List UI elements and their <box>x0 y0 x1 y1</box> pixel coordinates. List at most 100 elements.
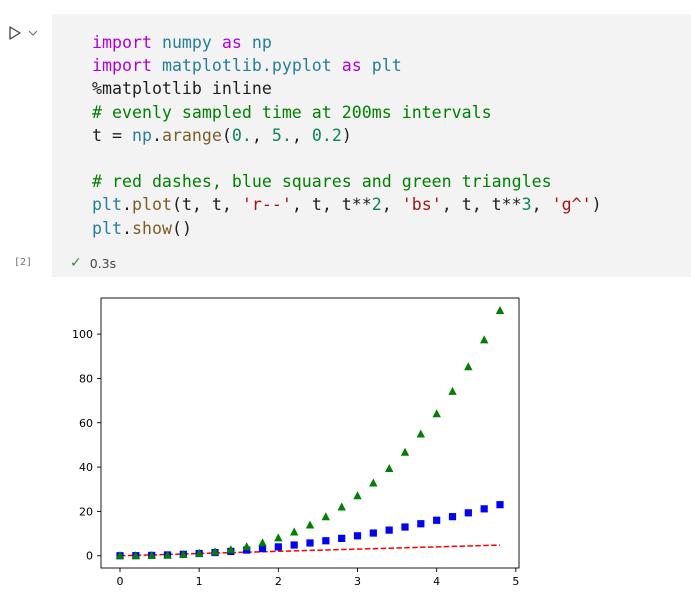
code-token: , <box>251 125 272 145</box>
data-point-green-triangle <box>432 409 441 418</box>
data-point-blue-square <box>290 541 298 549</box>
code-token <box>152 33 162 52</box>
code-token: np <box>131 125 152 145</box>
x-tick-label: 4 <box>433 575 440 588</box>
code-token: 0.2 <box>311 125 342 145</box>
plot-frame <box>100 297 520 569</box>
data-point-green-triangle <box>242 542 251 551</box>
data-point-blue-square <box>433 516 441 524</box>
code-token: () <box>171 218 192 238</box>
code-token: plt <box>371 56 402 76</box>
data-point-green-triangle <box>353 491 362 500</box>
data-point-blue-square <box>338 534 346 542</box>
data-point-green-triangle <box>226 545 235 554</box>
run-cell-button[interactable] <box>8 24 38 42</box>
execution-count: [2] <box>14 257 33 268</box>
data-point-blue-square <box>353 532 362 540</box>
chevron-down-icon[interactable] <box>28 29 38 37</box>
data-point-green-triangle <box>448 386 457 395</box>
data-point-green-triangle <box>369 478 378 487</box>
code-token <box>152 56 162 75</box>
y-tick-label: 0 <box>86 550 93 563</box>
code-token: import <box>92 33 152 52</box>
code-token <box>242 33 252 52</box>
data-point-green-triangle <box>290 527 299 536</box>
x-tick-label: 1 <box>196 575 203 588</box>
data-point-blue-square <box>448 513 457 521</box>
data-point-green-triangle <box>210 547 220 556</box>
data-point-green-triangle <box>385 464 394 472</box>
data-point-green-triangle <box>305 520 315 529</box>
code-line: plt.plot(t, t, 'r--', t, t**2, 'bs', t, … <box>92 193 602 216</box>
data-point-blue-square <box>417 520 425 528</box>
code-line: t = np.arange(0., 5., 0.2) <box>92 124 602 147</box>
code-token: # red dashes, blue squares and green tri… <box>92 172 552 192</box>
code-token: arange <box>161 125 222 145</box>
data-point-blue-square <box>480 505 488 513</box>
code-token: 2 <box>371 195 382 215</box>
code-token: show <box>131 218 172 238</box>
x-tick-label: 5 <box>512 575 519 588</box>
code-token: . <box>121 195 132 215</box>
data-point-green-triangle <box>147 551 156 559</box>
x-tick-label: 0 <box>117 575 124 588</box>
data-point-blue-square <box>369 529 377 537</box>
data-point-blue-square <box>322 537 330 545</box>
y-tick-label: 100 <box>72 328 93 341</box>
code-token: , t, t** <box>441 195 522 215</box>
code-token: t = <box>92 125 132 145</box>
code-token: ( <box>221 125 232 145</box>
code-token: ) <box>591 195 602 215</box>
data-point-blue-square <box>385 526 393 534</box>
data-point-green-triangle <box>337 502 346 511</box>
x-tick-label: 2 <box>275 575 282 588</box>
check-mark-icon: ✓ <box>70 255 82 271</box>
code-token <box>212 33 222 52</box>
data-point-blue-square <box>496 501 504 509</box>
code-token: , <box>531 195 552 215</box>
code-block[interactable]: import numpy as np import matplotlib.pypl… <box>92 31 602 240</box>
data-point-green-triangle <box>258 538 267 547</box>
execution-time: 0.3s <box>89 255 117 271</box>
data-point-blue-square <box>306 539 314 547</box>
code-token: as <box>341 56 362 76</box>
cell-output: 0 1 2 3 4 5 0 20 40 60 80 100 <box>0 278 691 615</box>
data-point-green-triangle <box>321 512 330 521</box>
code-line: plt.show() <box>92 217 602 240</box>
code-token: plot <box>131 195 172 215</box>
code-token: ) <box>341 125 352 145</box>
code-token: as <box>221 33 242 52</box>
code-token: plt <box>92 195 122 215</box>
code-token: 3 <box>521 195 532 215</box>
y-tick-label: 60 <box>79 417 93 430</box>
code-token: , t, t** <box>291 195 372 215</box>
code-token: . <box>151 125 162 145</box>
x-tick-label: 3 <box>354 575 361 588</box>
code-token: 5. <box>271 125 292 145</box>
data-point-green-triangle <box>274 533 283 542</box>
cell-status: ✓ 0.3s <box>70 255 116 271</box>
data-point-green-triangle <box>495 306 505 314</box>
code-token: , <box>381 195 402 215</box>
code-cell-editor[interactable]: import numpy as np import matplotlib.pypl… <box>52 14 691 277</box>
data-point-green-triangle <box>416 429 425 438</box>
code-line: # red dashes, blue squares and green tri… <box>92 170 602 193</box>
code-line: %matplotlib inline <box>92 77 602 100</box>
series-line-red-dashes <box>119 544 501 557</box>
code-token: , <box>291 125 312 145</box>
data-point-blue-square <box>274 543 282 551</box>
code-token: 'bs' <box>401 195 442 215</box>
code-line: # evenly sampled time at 200ms intervals <box>92 101 602 124</box>
play-icon[interactable] <box>8 25 22 41</box>
code-token: (t, t, <box>171 195 242 215</box>
data-point-green-triangle <box>464 362 473 371</box>
code-line: import numpy as np <box>92 31 602 54</box>
data-point-green-triangle <box>179 550 188 558</box>
code-token: import <box>92 56 152 76</box>
code-token: %matplotlib inline <box>92 79 272 99</box>
y-tick-label: 80 <box>79 372 93 385</box>
data-point-green-triangle <box>400 447 410 456</box>
data-point-blue-square <box>464 509 472 517</box>
code-token: 'g^' <box>551 195 592 215</box>
data-point-blue-square <box>401 523 409 531</box>
